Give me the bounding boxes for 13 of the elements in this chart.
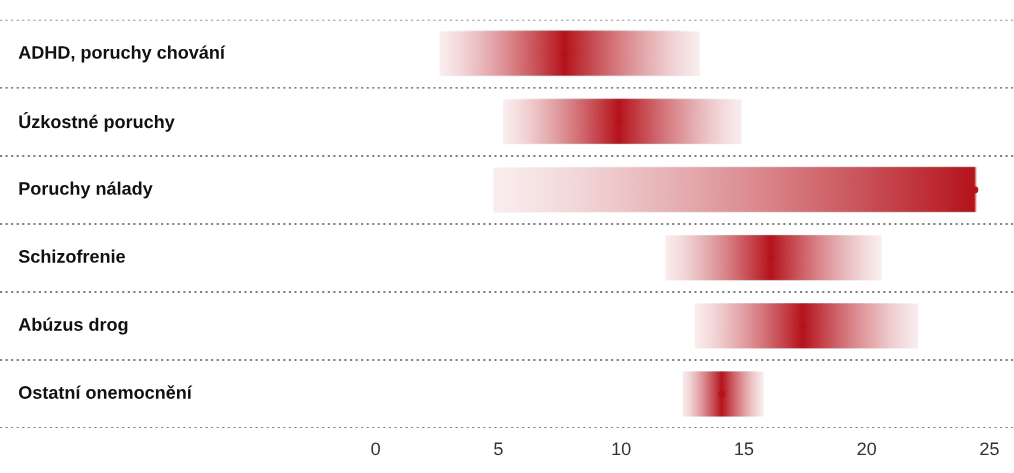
x-tick-label: 10 xyxy=(612,442,631,456)
y-tick-label: ADHD, poruchy chování xyxy=(18,45,226,63)
x-tick-label: 25 xyxy=(980,442,999,456)
y-tick-label: Poruchy nálady xyxy=(19,181,153,199)
x-tick-label: 20 xyxy=(857,442,877,456)
y-tick-label: Abúzus drog xyxy=(18,317,128,335)
y-tick-label: Ostatní onemocnění xyxy=(18,385,193,399)
x-tick-label: 0 xyxy=(371,442,380,456)
x-tick-label: 15 xyxy=(735,442,754,456)
y-tick-label: Schizofrenie xyxy=(18,249,125,263)
x-tick-label: 5 xyxy=(494,442,503,456)
y-tick-label: Úzkostné poruchy xyxy=(19,112,175,132)
point xyxy=(718,390,726,398)
